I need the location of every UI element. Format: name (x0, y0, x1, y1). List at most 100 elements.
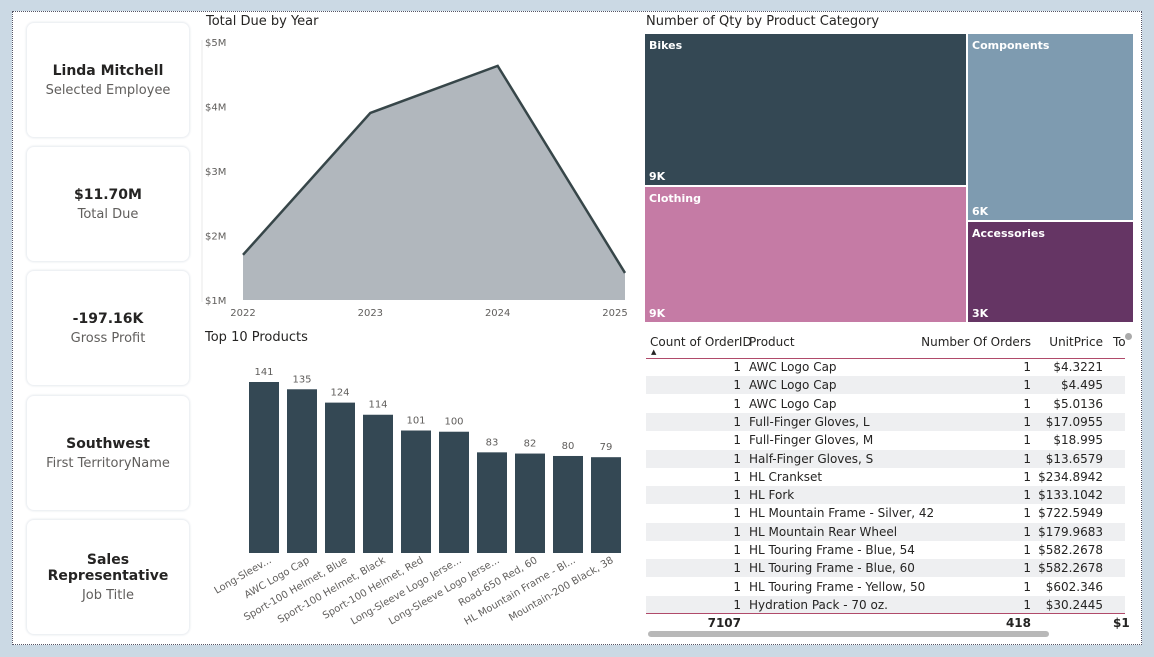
table-cell: 1 (733, 543, 741, 557)
table-row[interactable]: 1 HL Mountain Rear Wheel 1 $179.9683 (646, 522, 1125, 541)
table-cell: $582.2678 (1038, 561, 1103, 576)
table-cell: 1 (1023, 378, 1031, 393)
table-cell: $18.995 (1053, 433, 1103, 448)
data-label: 83 (486, 437, 499, 448)
table-row[interactable]: 1 HL Touring Frame - Blue, 60 1 $582.2678 (646, 559, 1125, 578)
treemap-title: Number of Qty by Product Category (646, 14, 880, 29)
data-label: 80 (562, 441, 575, 452)
treemap-label: Bikes (649, 39, 683, 52)
y-tick-label: $2M (205, 232, 226, 243)
table-cell: HL Mountain Frame - Silver, 42 (749, 506, 935, 521)
bar-chart-title: Top 10 Products (205, 330, 308, 345)
table-cell: 1 (1023, 561, 1031, 576)
table-cell: 1 (1023, 451, 1031, 466)
data-label: 141 (254, 367, 273, 378)
treemap-label: Clothing (649, 192, 701, 205)
bar (363, 414, 393, 553)
x-tick-label: 2023 (358, 308, 383, 319)
table-cell: HL Mountain Rear Wheel (749, 524, 898, 539)
total-orders: 418 (1005, 616, 1031, 630)
treemap-value: 9K (649, 170, 666, 183)
data-label: 79 (600, 442, 613, 453)
table-cell: $179.9683 (1038, 524, 1103, 539)
bar (401, 430, 431, 553)
table-cell: 1 (1023, 506, 1031, 521)
y-tick-label: $3M (205, 167, 226, 178)
column-header[interactable]: Number Of Orders (921, 335, 1031, 349)
total-due-card[interactable]: $11.70M Total Due (26, 146, 190, 262)
table-cell: 1 (1023, 469, 1031, 484)
treemap-components[interactable]: Components 6K (968, 34, 1133, 220)
card-value: Linda Mitchell (52, 62, 164, 79)
bar (553, 455, 583, 553)
table-cell: 1 (733, 396, 741, 411)
x-tick-label: 2024 (485, 308, 510, 319)
table-row[interactable]: 1 Half-Finger Gloves, S 1 $13.6579 (646, 449, 1125, 468)
job-title-card[interactable]: Sales Representative Job Title (26, 519, 190, 635)
vertical-scrollbar[interactable] (1125, 333, 1132, 340)
table-cell: HL Crankset (749, 469, 823, 484)
column-header[interactable]: Product (749, 335, 795, 349)
table-cell: 1 (733, 433, 741, 448)
table-cell: HL Fork (749, 488, 795, 503)
data-label: 114 (368, 400, 387, 411)
table-cell: 1 (733, 506, 741, 521)
table-cell: 1 (1023, 396, 1031, 411)
table-row[interactable]: 1 Full-Finger Gloves, M 1 $18.995 (646, 431, 1125, 449)
table-cell: $602.346 (1045, 579, 1103, 594)
table-cell: Full-Finger Gloves, L (749, 414, 870, 429)
table-cell: $17.0955 (1045, 414, 1103, 429)
bar (477, 452, 507, 553)
table-cell: $722.5949 (1038, 506, 1103, 521)
treemap-label: Components (972, 39, 1050, 52)
table-cell: $5.0136 (1053, 396, 1103, 411)
column-header[interactable]: Count of OrderID (650, 335, 752, 349)
table-cell: AWC Logo Cap (749, 396, 837, 411)
table-row[interactable]: 1 HL Mountain Frame - Silver, 42 1 $722.594… (646, 504, 1125, 522)
table-cell: 1 (1023, 543, 1031, 557)
card-value: Sales Representative (47, 551, 169, 584)
bar (287, 389, 317, 553)
table-row[interactable]: 1 HL Touring Frame - Yellow, 50 1 $602.346 (646, 578, 1125, 596)
table-row[interactable]: 1 AWC Logo Cap 1 $5.0136 (646, 395, 1125, 413)
horizontal-scrollbar[interactable] (648, 631, 1049, 637)
table-totals-row: 7107 418 $1 (646, 613, 1130, 631)
table-cell: 1 (733, 469, 741, 484)
treemap-bikes[interactable]: Bikes 9K (645, 34, 966, 185)
treemap-value: 3K (972, 307, 989, 320)
gross-profit-card[interactable]: -197.16K Gross Profit (26, 270, 190, 386)
employee-card[interactable]: Linda Mitchell Selected Employee (26, 22, 190, 138)
x-tick-label: 2022 (230, 308, 255, 319)
table-cell: AWC Logo Cap (749, 360, 837, 374)
table-cell: 1 (733, 524, 741, 539)
treemap-clothing[interactable]: Clothing 9K (645, 187, 966, 322)
table-row[interactable]: 1 AWC Logo Cap 1 $4.495 (646, 376, 1125, 395)
table-cell: $234.8942 (1038, 469, 1103, 484)
table-row[interactable]: 1 Full-Finger Gloves, L 1 $17.0955 (646, 412, 1125, 431)
table-row[interactable]: 1 AWC Logo Cap 1 $4.3221 (646, 358, 1125, 376)
data-label: 124 (330, 388, 349, 399)
table-row[interactable]: 1 HL Crankset 1 $234.8942 (646, 468, 1125, 486)
area-fill (243, 65, 625, 301)
y-tick-label: $1M (205, 296, 226, 307)
data-label: 101 (406, 416, 425, 427)
x-tick-label: 2025 (602, 308, 627, 319)
treemap-label: Accessories (972, 227, 1045, 240)
bar (325, 402, 355, 553)
treemap-value: 9K (649, 307, 666, 320)
table-cell: Hydration Pack - 70 oz. (749, 597, 888, 612)
table-cell: 1 (733, 451, 741, 466)
y-tick-label: $5M (205, 38, 226, 49)
area-chart[interactable]: $1M $2M $3M $4M $5M 2022 2023 2024 2025 (0, 0, 645, 330)
territory-card[interactable]: Southwest First TerritoryName (26, 395, 190, 511)
column-header[interactable]: UnitPrice (1049, 335, 1103, 349)
table-row[interactable]: 1 Hydration Pack - 70 oz. 1 $30.2445 (646, 595, 1125, 614)
treemap-accessories[interactable]: Accessories 3K (968, 222, 1133, 322)
table-row[interactable]: 1 HL Fork 1 $133.1042 (646, 486, 1125, 505)
sort-ascending-icon[interactable]: ▲ (651, 348, 657, 356)
column-header[interactable]: To (1113, 335, 1126, 349)
table-row[interactable]: 1 HL Touring Frame - Blue, 54 1 $582.2678 (646, 541, 1125, 559)
area-chart-title: Total Due by Year (206, 14, 319, 29)
table-cell: 1 (1023, 414, 1031, 429)
